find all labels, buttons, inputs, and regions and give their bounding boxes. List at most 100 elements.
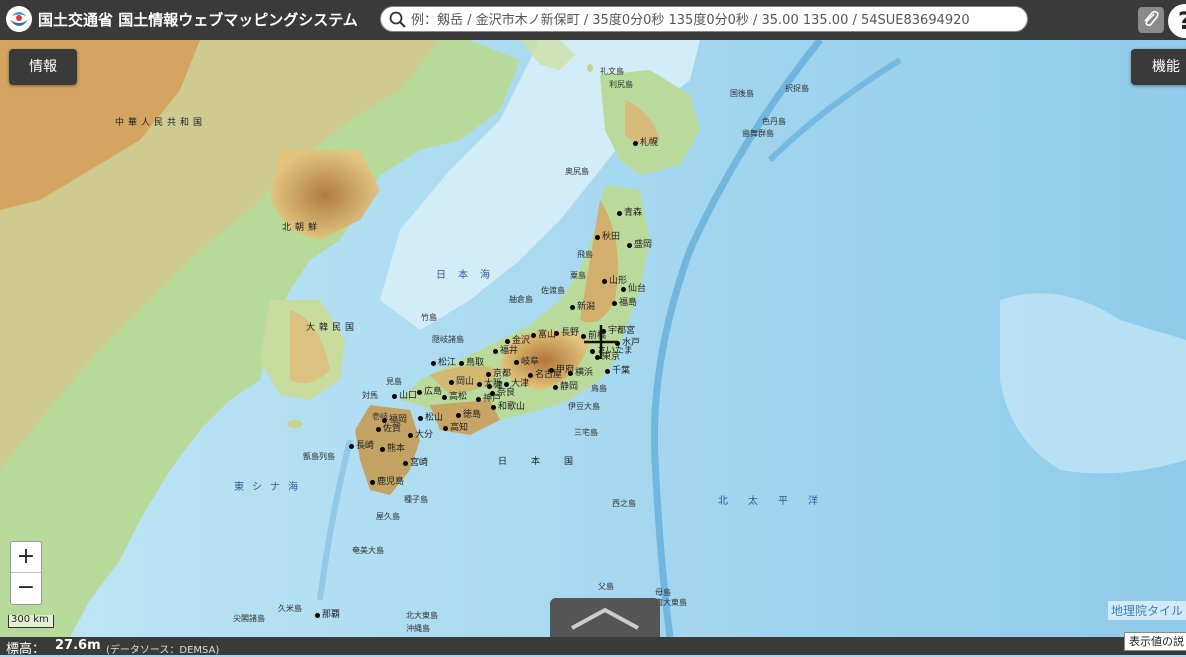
label-north-korea: 北朝鮮 <box>282 223 322 233</box>
label-sea-of-japan: 日本海 <box>436 270 502 281</box>
city-label: 松山 <box>425 413 444 423</box>
city-label: 徳島 <box>463 410 482 420</box>
label-island: 三宅島 <box>574 428 598 437</box>
link-button[interactable] <box>1138 7 1164 33</box>
city-marker <box>570 305 575 310</box>
city-marker <box>486 372 491 377</box>
city-label: 山口 <box>399 391 418 401</box>
label-island: 飛島 <box>577 250 593 259</box>
city-marker <box>418 416 423 421</box>
city-label: 山形 <box>609 276 628 286</box>
city-label: 名古屋 <box>535 370 563 380</box>
city-label: 福島 <box>619 298 638 308</box>
city-label: さいたま <box>597 346 633 356</box>
city-label: 宇都宮 <box>608 326 636 336</box>
city-marker <box>349 444 354 449</box>
city-marker <box>370 480 375 485</box>
city-label: 岡山 <box>456 377 475 387</box>
city-marker <box>531 333 536 338</box>
label-island: 尖閣諸島 <box>233 614 265 623</box>
city-marker <box>380 447 385 452</box>
search-box[interactable] <box>380 6 1028 32</box>
label-island: 佐渡島 <box>541 286 565 295</box>
city-marker <box>459 361 464 366</box>
elevation-value: 27.6m <box>55 638 101 653</box>
city-marker <box>612 301 617 306</box>
status-bar: 標高： 27.6m (データソース：DEMSA) <box>0 637 1186 657</box>
label-north-pacific: 北太平洋 <box>718 496 838 507</box>
city-marker <box>382 418 387 423</box>
city-marker <box>493 349 498 354</box>
city-label: 和歌山 <box>498 402 526 412</box>
city-label: 前橋 <box>588 331 607 341</box>
city-label: 新潟 <box>577 302 596 312</box>
label-island: 父島 <box>598 582 614 591</box>
city-marker <box>476 397 481 402</box>
city-label: 長野 <box>561 328 580 338</box>
label-east-china-sea: 東シナ海 <box>234 482 306 493</box>
city-label: 水戸 <box>622 338 641 348</box>
label-island: 北大東島 <box>406 611 438 620</box>
city-marker <box>549 368 554 373</box>
label-island: 見島 <box>386 377 402 386</box>
city-label: 京都 <box>493 369 512 379</box>
label-island: 母島 <box>655 588 671 597</box>
attribution-link[interactable]: 地理院タイル <box>1108 601 1186 620</box>
city-marker <box>595 355 600 360</box>
city-marker <box>505 339 510 344</box>
city-label: 秋田 <box>602 232 621 242</box>
city-marker <box>487 384 492 389</box>
label-south-korea: 大韓民国 <box>306 323 359 333</box>
paperclip-icon <box>1144 10 1159 27</box>
label-island: 歯舞群島 <box>742 129 774 138</box>
help-button[interactable]: ? <box>1168 4 1186 38</box>
search-icon <box>389 11 406 28</box>
label-japan: 日本国 <box>498 457 598 467</box>
city-label: 大分 <box>415 430 434 440</box>
label-island: 奥尻島 <box>565 167 589 176</box>
label-island: 久米島 <box>278 604 302 613</box>
city-label: 津 <box>494 381 504 391</box>
city-marker <box>403 461 408 466</box>
city-label: 東京 <box>602 352 621 362</box>
functions-button[interactable]: 機能 <box>1131 49 1186 85</box>
label-island: 沖縄島 <box>406 624 430 633</box>
label-island: 隠岐諸島 <box>432 335 464 344</box>
city-marker <box>615 341 620 346</box>
info-button[interactable]: 情報 <box>9 49 77 85</box>
city-marker <box>514 360 519 365</box>
label-china: 中華人民共和国 <box>115 118 207 128</box>
city-label: 大阪 <box>484 379 503 389</box>
city-marker <box>627 243 632 248</box>
label-island: 択捉島 <box>785 84 809 93</box>
city-label: 高松 <box>449 392 468 402</box>
city-marker <box>601 329 606 334</box>
label-island: 色丹島 <box>762 117 786 126</box>
label-island: 舳倉島 <box>509 295 533 304</box>
city-label: 高知 <box>450 423 469 433</box>
search-input[interactable] <box>409 9 1023 31</box>
city-marker <box>553 385 558 390</box>
display-value-button[interactable]: 表示値の説 <box>1124 632 1186 651</box>
city-label: 横浜 <box>575 368 594 378</box>
city-marker <box>443 426 448 431</box>
map-canvas[interactable]: 中華人民共和国 北朝鮮 大韓民国 日本海 東シナ海 北太平洋 日本国 礼文島 利… <box>0 37 1186 638</box>
header-bar: 国土交通省 国土情報ウェブマッピングシステム ? <box>0 0 1186 40</box>
zoom-in-button[interactable]: + <box>11 542 41 573</box>
city-label: 千葉 <box>612 366 631 376</box>
city-marker <box>442 395 447 400</box>
elevation-source: (データソース：DEMSA) <box>106 645 220 656</box>
bottom-drawer-handle[interactable] <box>550 598 660 638</box>
city-label: 甲府 <box>556 365 575 375</box>
city-label: 宮崎 <box>410 458 429 468</box>
city-marker <box>449 380 454 385</box>
city-label: 大津 <box>511 379 530 389</box>
label-island: 南大東島 <box>655 598 687 607</box>
city-label: 鳥取 <box>466 358 485 368</box>
label-island: 屋久島 <box>376 512 400 521</box>
zoom-out-button[interactable]: − <box>16 575 36 600</box>
city-label: 金沢 <box>512 336 531 346</box>
scale-bar: 300 km <box>8 615 54 628</box>
label-island: 奄美大島 <box>352 546 384 555</box>
city-label: 広島 <box>424 387 443 397</box>
